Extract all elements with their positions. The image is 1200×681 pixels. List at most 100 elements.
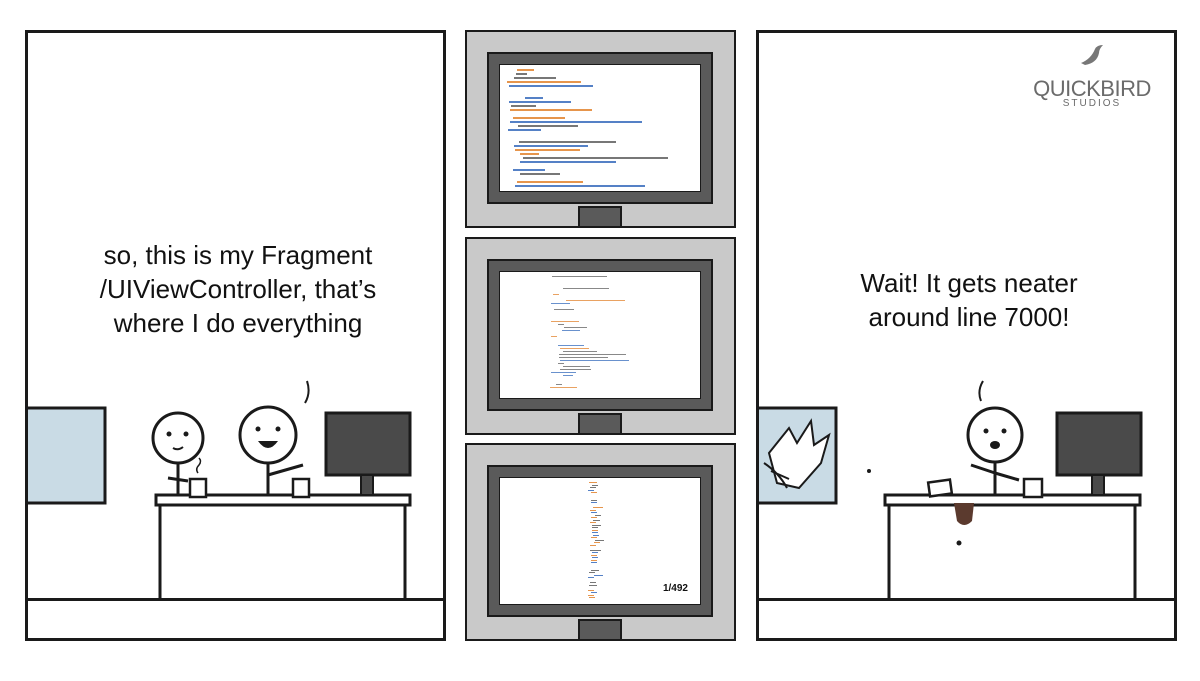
code-line [566,300,625,301]
desk-top [883,493,1142,507]
code-line [564,327,587,328]
floor-line [28,598,443,601]
code-line [593,519,600,521]
code-line [595,539,604,541]
code-line [592,532,598,533]
monitor-panel-2 [465,237,736,435]
code-line [591,499,597,501]
coffee-mug [291,477,311,499]
code-line [562,330,580,331]
floor-line [759,598,1174,601]
code-line [558,363,564,364]
code-line [588,489,594,491]
coffee-spill [954,503,974,525]
code-line [508,129,541,131]
code-line [554,309,574,310]
code-line [592,552,598,553]
code-line [593,534,599,536]
code-line [514,77,556,79]
code-line [515,185,645,187]
code-line [588,594,594,596]
code-line [510,121,642,123]
bird-icon [1081,45,1103,65]
code-line [520,153,539,155]
code-line [560,348,589,349]
code-line [517,69,534,71]
code-line [516,73,527,75]
code-line [591,559,597,561]
code-line [591,537,597,538]
code-line [515,149,580,151]
code-line [590,522,596,523]
code-line [591,502,597,503]
code-line [551,372,576,373]
code-line [558,345,584,346]
monitor-stand [578,619,622,639]
code-line [520,173,560,175]
code-line [558,324,564,325]
code-line [591,569,599,571]
code-line [591,492,597,493]
code-line [551,336,557,337]
monitor-stand [578,206,622,226]
code-line [590,582,596,583]
code-line [590,509,596,511]
code-line [591,554,597,556]
window [28,406,107,505]
logo-name: QUICKBIRD [1033,76,1151,101]
code-line [594,574,603,576]
office-scene-right [759,380,1174,601]
code-line [518,125,578,127]
code-line [552,276,607,277]
monitor-stand [578,413,622,433]
code-line [509,101,571,103]
code-line [589,584,597,586]
code-line [594,542,600,543]
code-line [588,577,594,578]
office-scene-left [28,380,443,601]
code-line [523,157,668,159]
code-screen-dense [499,64,701,192]
code-line [589,482,597,483]
code-line [513,169,545,171]
code-line [560,369,591,370]
code-line [592,557,598,558]
quickbird-logo: QUICKBIRD STUDIOS [1022,41,1162,109]
code-line [563,351,597,352]
code-line [563,288,609,289]
code-line [525,97,543,99]
code-line [559,357,608,358]
code-line [593,507,603,508]
code-line [519,141,616,143]
code-line [559,354,626,355]
code-line [514,145,588,147]
speech-text-right: Wait! It gets neater around line 7000! [860,268,1078,332]
code-line [589,572,595,573]
code-line [591,592,597,593]
person-1 [151,411,205,495]
code-line [511,105,536,107]
desk-monitor [1055,411,1143,477]
code-line [551,321,579,322]
monitor-bezel [487,259,713,411]
code-line [513,117,565,119]
speech-text-left: so, this is my Fragment /UIViewControlle… [99,240,377,338]
code-line [553,294,559,295]
code-line [510,109,592,111]
code-line [551,303,570,304]
code-line [563,375,573,376]
code-line [550,387,577,388]
code-screen-page-view: 1/492 [499,477,701,605]
code-line [592,527,598,528]
coffee-mug [1022,477,1044,499]
code-line [595,514,601,516]
code-line [592,524,601,526]
code-line [517,181,583,183]
logo-subtitle: STUDIOS [1062,98,1122,109]
comic-panel-left: so, this is my Fragment /UIViewControlle… [25,30,446,641]
desk-top [154,493,412,507]
code-line [588,589,594,591]
code-line [591,562,597,563]
monitor-panel-3: 1/492 [465,443,736,641]
code-line [592,484,598,486]
